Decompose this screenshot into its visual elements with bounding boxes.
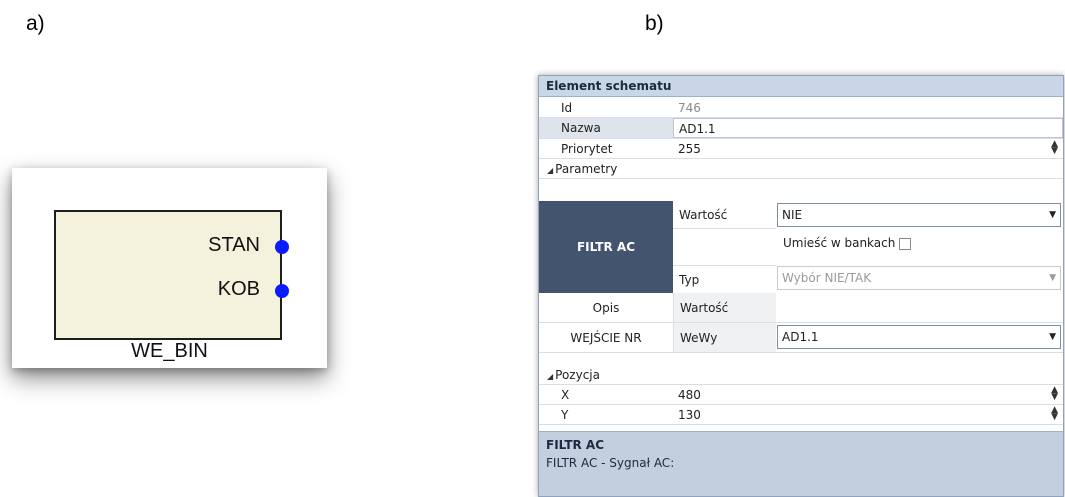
- y-spinner-icon[interactable]: ▲ ▼: [1051, 405, 1058, 422]
- row-id-label: Id: [561, 101, 573, 115]
- collapse-triangle-icon[interactable]: ◢: [547, 372, 554, 381]
- property-panel-header: Element schematu: [539, 76, 1063, 97]
- collapse-triangle-icon[interactable]: ◢: [547, 166, 554, 175]
- filtr-ac-block: FILTR AC: [539, 201, 673, 293]
- priorytet-input[interactable]: 255: [678, 142, 701, 156]
- property-panel: Element schematu Id 746 Nazwa AD1.1 Prio…: [538, 75, 1064, 497]
- x-spinner-icon[interactable]: ▲ ▼: [1051, 385, 1058, 402]
- dropdown-arrow-icon: ▼: [1049, 332, 1056, 342]
- description-text: FILTR AC - Sygnał AC:: [546, 456, 675, 470]
- typ-dropdown: Wybór NIE/TAK ▼: [777, 266, 1061, 290]
- row-y: Y 130 ▲ ▼: [539, 405, 1063, 425]
- row-priorytet-label: Priorytet: [561, 142, 613, 156]
- port-connector-stan[interactable]: [275, 240, 289, 254]
- umiesc-label: Umieść w bankach: [783, 236, 896, 250]
- row-priorytet: Priorytet 255 ▲ ▼: [539, 139, 1063, 159]
- description-title: FILTR AC: [546, 438, 605, 452]
- nazwa-input[interactable]: AD1.1: [673, 118, 1063, 138]
- umiesc-checkbox[interactable]: [899, 237, 912, 250]
- description-panel: FILTR AC FILTR AC - Sygnał AC:: [539, 431, 1063, 496]
- row-id: Id 746: [539, 98, 1063, 118]
- dropdown-arrow-icon: ▼: [1049, 273, 1056, 283]
- section-parametry[interactable]: ◢ Parametry: [539, 159, 1063, 179]
- opis-input[interactable]: [777, 293, 1063, 322]
- figure-label-b: b): [645, 12, 664, 35]
- wartosc-dropdown[interactable]: NIE ▼: [777, 203, 1061, 227]
- wejscie-label: WEJŚCIE NR: [570, 331, 642, 345]
- port-label-kob: KOB: [217, 278, 260, 300]
- y-input[interactable]: 130: [678, 408, 701, 422]
- block-name: WE_BIN: [131, 340, 208, 362]
- figure-label-a: a): [26, 12, 45, 35]
- wartosc-dropdown-value: NIE: [782, 208, 803, 222]
- port-connector-kob[interactable]: [275, 284, 289, 298]
- port-label-stan: STAN: [208, 234, 260, 256]
- section-pozycja-label: Pozycja: [555, 368, 600, 382]
- wewy-dropdown[interactable]: AD1.1 ▼: [777, 325, 1061, 349]
- section-parametry-label: Parametry: [555, 162, 618, 176]
- typ-dropdown-value: Wybór NIE/TAK: [782, 271, 872, 285]
- priorytet-spinner-icon[interactable]: ▲ ▼: [1051, 139, 1058, 156]
- row-nazwa-label: Nazwa: [539, 118, 673, 138]
- x-input[interactable]: 480: [678, 388, 701, 402]
- row-opis: Opis Wartość: [539, 293, 1063, 323]
- wewy-dropdown-value: AD1.1: [782, 330, 819, 344]
- row-y-label: Y: [561, 408, 569, 422]
- row-x-label: X: [561, 388, 570, 402]
- block-card: STAN KOB WE_BIN: [12, 168, 327, 368]
- row-wejscie: WEJŚCIE NR WeWy AD1.1 ▼: [539, 323, 1063, 353]
- typ-label: Typ: [673, 265, 776, 293]
- umiesc-row[interactable]: Umieść w bankach: [777, 229, 1061, 257]
- opis-wartosc-label: Wartość: [673, 293, 776, 322]
- opis-label: Opis: [592, 301, 620, 315]
- wartosc-label: Wartość: [673, 201, 776, 229]
- section-pozycja[interactable]: ◢ Pozycja: [539, 365, 1063, 385]
- row-id-value: 746: [678, 101, 701, 115]
- row-nazwa[interactable]: Nazwa AD1.1: [539, 118, 1063, 139]
- wewy-label: WeWy: [673, 323, 776, 352]
- block-body[interactable]: STAN KOB: [54, 210, 289, 340]
- dropdown-arrow-icon: ▼: [1049, 210, 1056, 220]
- row-x: X 480 ▲ ▼: [539, 385, 1063, 405]
